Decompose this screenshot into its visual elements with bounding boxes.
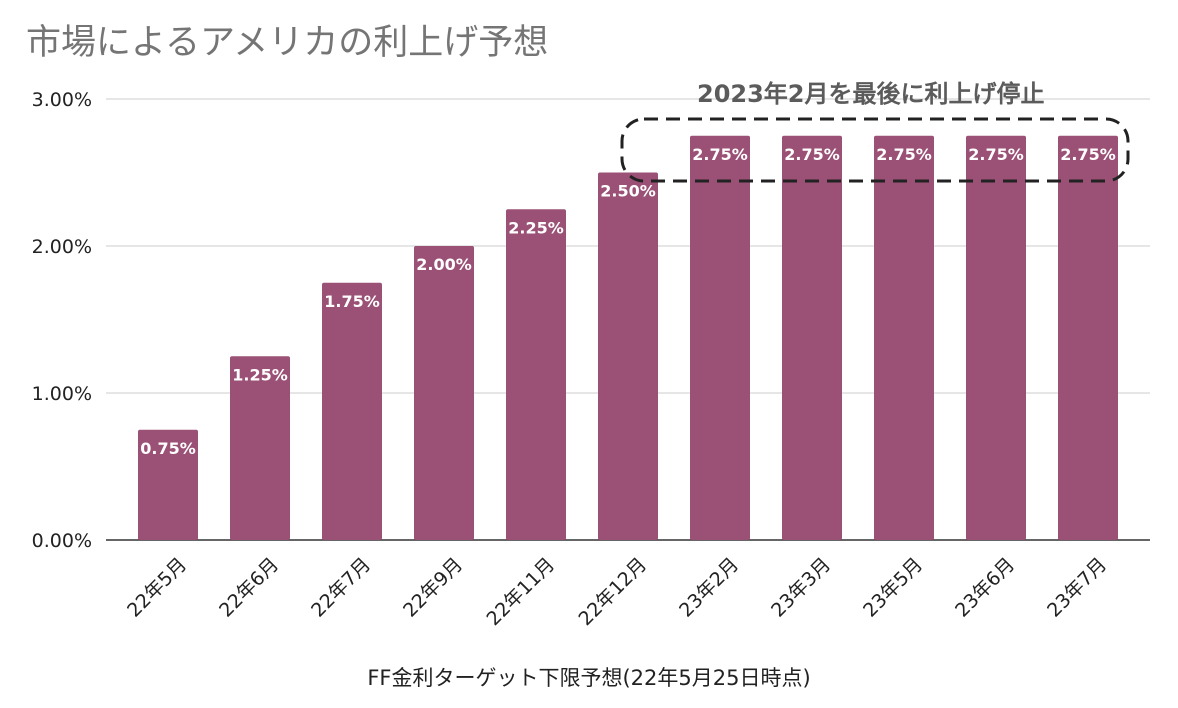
data-label: 2.75% bbox=[1060, 145, 1116, 164]
data-label: 0.75% bbox=[140, 439, 196, 458]
bar bbox=[230, 356, 290, 540]
bar bbox=[506, 209, 566, 540]
bar bbox=[322, 282, 382, 540]
x-tick-label: 23年5月 bbox=[859, 554, 927, 622]
x-tick-label: 22年9月 bbox=[399, 554, 467, 622]
bar bbox=[782, 135, 842, 540]
data-label: 2.75% bbox=[692, 145, 748, 164]
x-tick-label: 23年2月 bbox=[675, 554, 743, 622]
data-label: 2.75% bbox=[784, 145, 840, 164]
x-tick-label: 22年7月 bbox=[307, 554, 375, 622]
data-label: 2.50% bbox=[600, 182, 656, 201]
x-tick-label: 23年3月 bbox=[767, 554, 835, 622]
data-label: 1.25% bbox=[232, 365, 288, 384]
bar bbox=[966, 135, 1026, 540]
y-tick-label: 1.00% bbox=[32, 383, 92, 405]
x-tick-label: 22年11月 bbox=[483, 554, 560, 631]
bar bbox=[690, 135, 750, 540]
chart-title: 市場によるアメリカの利上げ予想 bbox=[26, 23, 549, 63]
highlight-box bbox=[620, 117, 1130, 183]
data-label: 2.75% bbox=[968, 145, 1024, 164]
x-tick-label: 23年6月 bbox=[951, 554, 1019, 622]
y-tick-label: 3.00% bbox=[32, 89, 92, 111]
annotation-text: 2023年2月を最後に利上げ停止 bbox=[697, 80, 1045, 108]
data-label: 2.75% bbox=[876, 145, 932, 164]
bars bbox=[138, 135, 1118, 540]
data-labels: 0.75% 1.25% 1.75% 2.00% 2.25% 2.50% 2.75% 2.75%… bbox=[140, 145, 1116, 458]
x-tick-label: 22年6月 bbox=[215, 554, 283, 622]
x-axis-label: FF金利ターゲット下限予想(22年5月25日時点) bbox=[367, 666, 811, 690]
x-tick-label: 23年7月 bbox=[1043, 554, 1111, 622]
bar bbox=[138, 429, 198, 540]
x-axis-ticks: 22年5月 22年6月 22年7月 22年9月 22年11月 22年12月 23年2月 23年… bbox=[123, 554, 1111, 631]
y-axis-ticks: 0.00% 1.00% 2.00% 3.00% bbox=[32, 89, 92, 552]
x-tick-label: 22年12月 bbox=[575, 554, 652, 631]
x-tick-label: 22年5月 bbox=[123, 554, 191, 622]
bar bbox=[598, 172, 658, 540]
annotation: 2023年2月を最後に利上げ停止 bbox=[620, 80, 1130, 183]
bar bbox=[874, 135, 934, 540]
bar bbox=[414, 246, 474, 540]
bar bbox=[1058, 135, 1118, 540]
y-tick-label: 2.00% bbox=[32, 236, 92, 258]
data-label: 1.75% bbox=[324, 292, 380, 311]
y-tick-label: 0.00% bbox=[32, 530, 92, 552]
data-label: 2.00% bbox=[416, 255, 472, 274]
data-label: 2.25% bbox=[508, 218, 564, 237]
